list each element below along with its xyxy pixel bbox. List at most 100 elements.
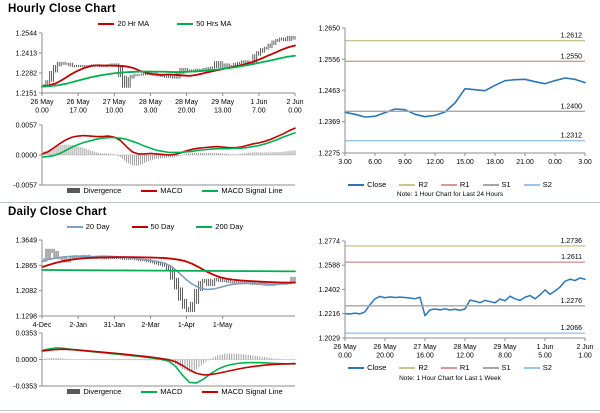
hourly-section-title: Hourly Close Chart	[8, 3, 116, 15]
y-axis-label: 0.0057	[16, 123, 38, 130]
hourly-ma-legend: 20 Hr MA 50 Hrs MA	[55, 19, 275, 28]
hourly-macd-chart: 0.0057 0.0000 -0.0057	[13, 123, 296, 190]
x-axis-label: 26 May	[67, 99, 90, 106]
line-swatch-icon	[202, 390, 219, 393]
line-swatch-icon	[482, 366, 499, 369]
x-axis-label: 1 Jun	[536, 344, 553, 351]
y-axis-label: 1.2369	[319, 119, 341, 126]
legend-label: MACD	[160, 387, 183, 396]
bar-swatch-icon	[67, 389, 81, 394]
line-swatch-icon	[348, 366, 365, 369]
daily-pivot-chart: 1.2736 1.2611 1.2276 1.2066 1.2774 1.2588 1.24…	[319, 238, 594, 360]
y-axis-label: 1.2402	[319, 287, 341, 294]
line-swatch-icon	[141, 189, 158, 192]
section-divider	[0, 202, 600, 203]
line-swatch-icon	[131, 225, 148, 228]
x-axis-label: 0.00	[288, 108, 302, 115]
y-axis-label: 1.2463	[319, 88, 341, 95]
x-axis-label: 26 May	[374, 344, 397, 351]
x-axis-label: 28 May	[175, 99, 198, 106]
x-axis-label: 8.00	[498, 353, 512, 360]
y-axis-label: 1.2544	[16, 31, 38, 38]
legend-label: MACD Signal Line	[221, 387, 283, 396]
y-axis-label: 1.2275	[319, 151, 341, 158]
line-swatch-icon	[196, 225, 213, 228]
y-axis-label: 1.1298	[16, 314, 38, 321]
line-swatch-icon	[440, 183, 457, 186]
legend-item-s1: S1	[482, 363, 511, 372]
legend-item-50-hrs-ma: 50 Hrs MA	[177, 19, 232, 28]
x-axis-label: 6.00	[368, 159, 382, 166]
legend-label: 50 Day	[150, 222, 175, 231]
x-axis-label: 2 Jun	[286, 99, 303, 106]
legend-label: R1	[459, 363, 470, 372]
line-swatch-icon	[66, 225, 83, 228]
x-axis-label: 28 May	[454, 344, 477, 351]
x-axis-label: 2 Jun	[576, 344, 593, 351]
legend-label: 50 Hrs MA	[196, 19, 232, 28]
legend-item-r1: R1	[440, 363, 470, 372]
bar-swatch-icon	[67, 188, 81, 193]
legend-label: 20 Day	[85, 222, 110, 231]
legend-item-divergence: Divergence	[67, 387, 121, 396]
legend-label: MACD	[160, 186, 183, 195]
legend-label: S1	[501, 180, 511, 189]
x-axis-label: 3.00	[578, 159, 592, 166]
y-axis-label: -0.0057	[13, 183, 37, 190]
x-axis-label: 18.00	[486, 159, 504, 166]
y-axis-label: 0.0353	[16, 331, 38, 338]
legend-item-macd-signal-line: MACD Signal Line	[202, 186, 283, 195]
x-axis-label: 10.00	[106, 108, 124, 115]
x-axis-label: 0.00	[548, 159, 562, 166]
x-axis-label: 3.00	[144, 108, 158, 115]
x-axis-label: 1-Apr	[178, 322, 196, 329]
x-axis-label: 29 May	[494, 344, 517, 351]
daily-pivot-note: Note: 1 Hour Chart for Last 1 Week	[399, 375, 501, 382]
x-axis-label: 5.00	[538, 353, 552, 360]
legend-item-macd: MACD	[141, 387, 182, 396]
line-swatch-icon	[141, 390, 158, 393]
line-swatch-icon	[399, 183, 416, 186]
x-axis-label: 21.00	[516, 159, 534, 166]
y-axis-label: 1.2082	[16, 288, 38, 295]
legend-label: R2	[418, 363, 428, 372]
level-label-R1: 1.2550	[561, 53, 583, 60]
legend-label: MACD Signal Line	[221, 186, 283, 195]
legend-label: 20 Hr MA	[117, 19, 150, 28]
x-axis-label: 20.00	[376, 353, 394, 360]
x-axis-label: 1-May	[213, 322, 233, 329]
daily-macd-legend: Divergence MACD MACD Signal Line	[50, 387, 300, 396]
legend-item-20-day: 20 Day	[66, 222, 110, 231]
legend-label: 200 Day	[215, 222, 244, 231]
y-axis-label: 1.2774	[319, 239, 341, 246]
y-axis-label: 0.0000	[16, 153, 38, 160]
x-axis-label: 7.00	[252, 108, 266, 115]
x-axis-label: 12.00	[426, 159, 444, 166]
legend-item-20-hr-ma: 20 Hr MA	[98, 19, 149, 28]
x-axis-label: 28 May	[139, 99, 162, 106]
level-label-S2: 1.2312	[561, 133, 583, 140]
legend-label: Divergence	[83, 387, 122, 396]
x-axis-label: 4-Dec	[33, 322, 52, 329]
y-axis-label: 1.2216	[319, 311, 341, 318]
level-label-R2: 1.2612	[561, 33, 583, 40]
daily-macd-chart: 0.0353 0.0000 -0.0353	[13, 331, 296, 391]
line-swatch-icon	[482, 183, 499, 186]
y-axis-label: 1.2151	[16, 91, 38, 98]
legend-label: R1	[459, 180, 470, 189]
line-swatch-icon	[202, 189, 219, 192]
y-axis-label: 1.2865	[16, 263, 38, 270]
legend-item-200-day: 200 Day	[196, 222, 243, 231]
x-axis-label: 20.00	[178, 108, 196, 115]
level-label-R1: 1.2611	[561, 254, 582, 261]
hourly-macd-legend: Divergence MACD MACD Signal Line	[50, 186, 300, 195]
x-axis-label: 26 May	[334, 344, 357, 351]
x-axis-label: 26 May	[31, 99, 54, 106]
x-axis-label: 0.00	[338, 353, 352, 360]
legend-label: S1	[501, 363, 511, 372]
level-label-S1: 1.2276	[561, 298, 583, 305]
line-swatch-icon	[177, 22, 194, 25]
x-axis-label: 1.00	[578, 353, 592, 360]
